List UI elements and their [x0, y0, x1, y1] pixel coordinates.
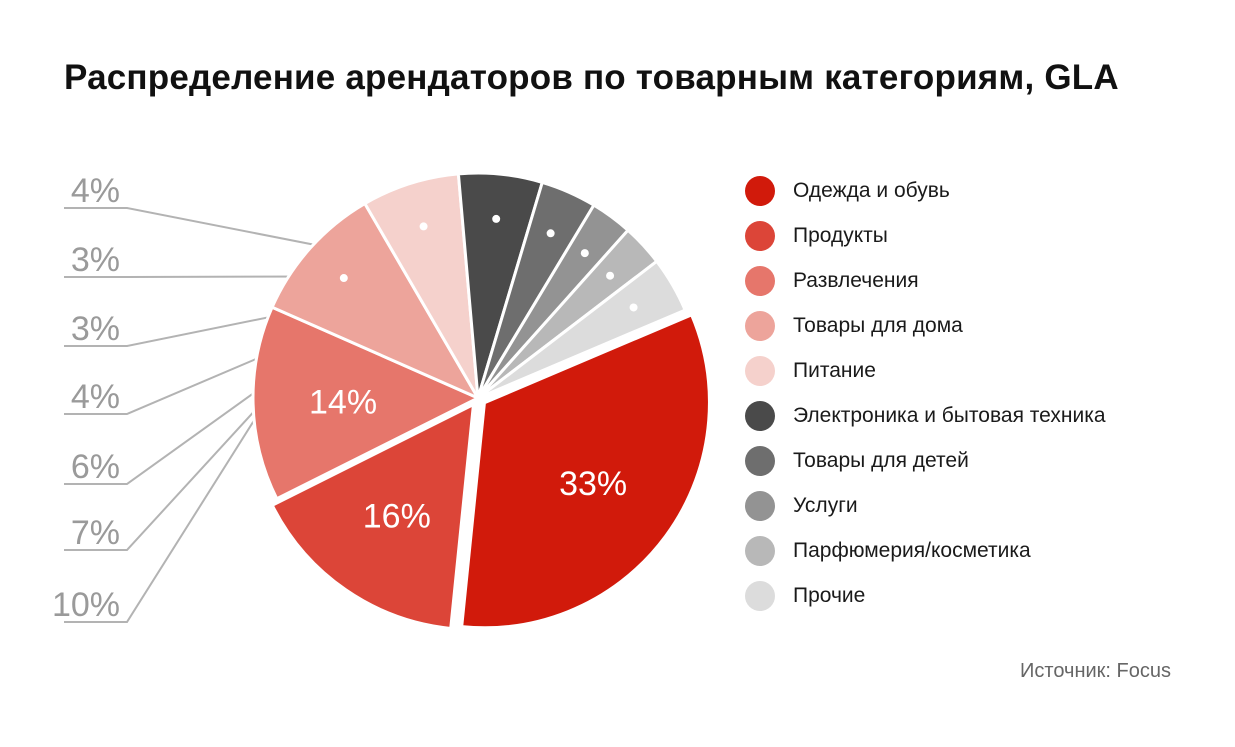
slice-labels: 33% 16% 14% — [309, 214, 638, 536]
pie-slices — [251, 171, 711, 630]
pie-slice — [270, 403, 475, 630]
legend-swatch — [745, 490, 775, 521]
leader-dot — [580, 249, 589, 258]
legend-label: Прочие — [793, 583, 866, 607]
leader-dot — [546, 229, 555, 238]
outer-labels: 4% 3% 3% 4% 6% 7% 10% — [52, 172, 120, 624]
legend-swatch — [745, 400, 775, 431]
legend-swatch — [745, 445, 775, 476]
legend-item: Парфюмерия/косметика — [745, 528, 1106, 573]
legend-swatch — [745, 535, 775, 566]
outer-value-label: 10% — [52, 586, 120, 624]
leader-dot — [339, 274, 348, 283]
legend-label: Одежда и обувь — [793, 178, 950, 202]
legend-swatch — [745, 310, 775, 341]
legend-item: Электроника и бытовая техника — [745, 393, 1106, 438]
leader-dot — [629, 303, 638, 312]
legend: Одежда и обувь Продукты Развлечения Товары … — [745, 168, 1106, 618]
legend-item: Прочие — [745, 573, 1106, 618]
outer-value-label: 3% — [71, 310, 120, 348]
slice-value-label: 16% — [363, 498, 431, 536]
legend-label: Питание — [793, 358, 876, 382]
legend-item: Одежда и обувь — [745, 168, 1106, 213]
pie-slice — [460, 313, 711, 630]
legend-item: Питание — [745, 348, 1106, 393]
outer-value-label: 7% — [71, 514, 120, 552]
legend-item: Продукты — [745, 213, 1106, 258]
leader-dot — [419, 222, 428, 231]
chart-title: Распределение арендаторов по товарным ка… — [64, 58, 1119, 97]
legend-item: Товары для детей — [745, 438, 1106, 483]
outer-value-label: 6% — [71, 448, 120, 486]
legend-label: Парфюмерия/косметика — [793, 538, 1031, 562]
leader-dot — [606, 271, 615, 280]
legend-swatch — [745, 220, 775, 251]
source-note: Источник: Focus — [1020, 660, 1171, 682]
legend-item: Товары для дома — [745, 303, 1106, 348]
legend-swatch — [745, 265, 775, 296]
legend-label: Электроника и бытовая техника — [793, 403, 1106, 427]
pie-slice — [476, 259, 687, 400]
legend-item: Услуги — [745, 483, 1106, 528]
outer-value-label: 4% — [71, 172, 120, 210]
legend-swatch — [745, 355, 775, 386]
legend-label: Услуги — [793, 493, 858, 517]
pie-slice — [251, 305, 480, 501]
slice-value-label: 14% — [309, 383, 377, 421]
outer-value-label: 4% — [71, 378, 120, 416]
pie-slice — [270, 202, 480, 400]
outer-value-label: 3% — [71, 241, 120, 279]
legend-label: Развлечения — [793, 268, 919, 292]
leader-dot — [492, 214, 501, 223]
slice-value-label: 33% — [559, 465, 627, 503]
legend-item: Развлечения — [745, 258, 1106, 303]
legend-swatch — [745, 580, 775, 611]
legend-label: Продукты — [793, 223, 888, 247]
legend-label: Товары для детей — [793, 448, 969, 472]
legend-swatch — [745, 175, 775, 206]
legend-label: Товары для дома — [793, 313, 963, 337]
